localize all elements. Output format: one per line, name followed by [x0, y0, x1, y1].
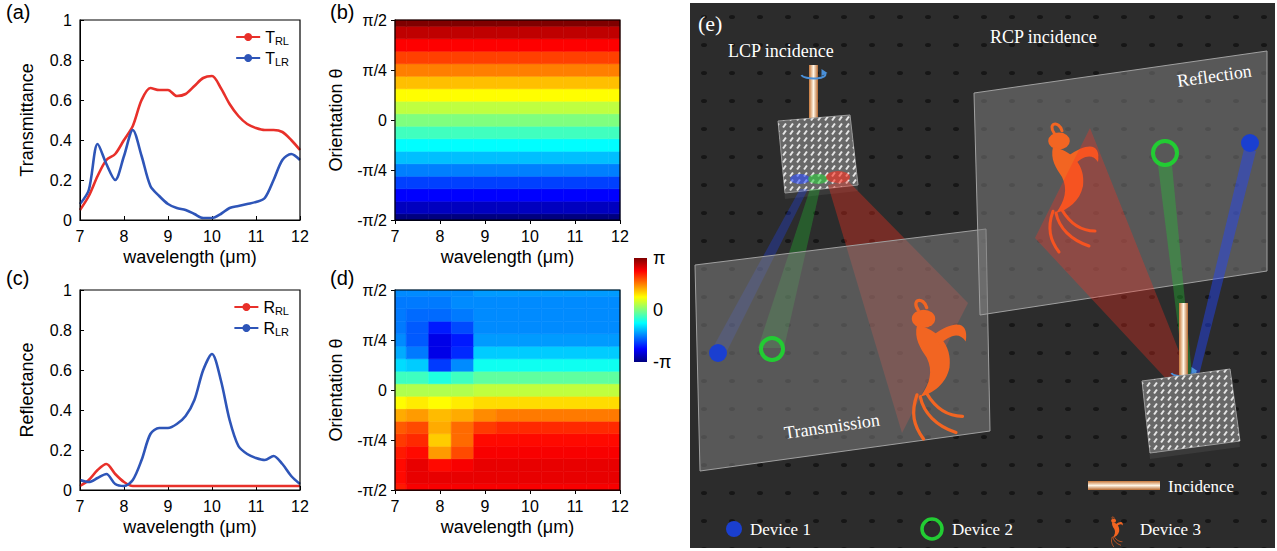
svg-text:RL: RL [275, 305, 289, 317]
svg-text:wavelength (μm): wavelength (μm) [122, 517, 256, 537]
svg-text:7: 7 [76, 498, 85, 515]
svg-text:-π: -π [653, 352, 671, 372]
svg-text:(c): (c) [6, 267, 29, 289]
svg-text:0.8: 0.8 [50, 322, 72, 339]
svg-text:(d): (d) [330, 267, 354, 289]
svg-text:π/4: π/4 [363, 332, 387, 349]
svg-text:wavelength (μm): wavelength (μm) [440, 247, 574, 267]
svg-text:0.2: 0.2 [50, 442, 72, 459]
svg-text:Incidence: Incidence [1168, 477, 1234, 496]
svg-text:1: 1 [63, 282, 72, 299]
svg-text:0: 0 [378, 112, 387, 129]
svg-text:11: 11 [248, 498, 265, 515]
svg-text:0.2: 0.2 [50, 172, 72, 189]
svg-text:Orientation θ: Orientation θ [326, 68, 346, 171]
svg-text:Reflectance: Reflectance [17, 342, 37, 437]
svg-text:0: 0 [653, 300, 663, 320]
svg-text:11: 11 [567, 498, 584, 515]
svg-text:8: 8 [436, 498, 445, 515]
svg-text:9: 9 [481, 228, 490, 245]
svg-text:(b): (b) [330, 1, 354, 23]
svg-text:10: 10 [521, 228, 539, 245]
svg-text:12: 12 [611, 228, 629, 245]
svg-text:9: 9 [481, 498, 490, 515]
svg-text:9: 9 [164, 228, 173, 245]
svg-text:0: 0 [63, 482, 72, 499]
svg-text:-π/2: -π/2 [357, 212, 387, 229]
svg-text:0.8: 0.8 [50, 52, 72, 69]
svg-text:8: 8 [436, 228, 445, 245]
svg-text:Orientation θ: Orientation θ [326, 338, 346, 441]
svg-text:8: 8 [120, 228, 129, 245]
svg-text:LR: LR [275, 326, 289, 338]
svg-text:0.6: 0.6 [50, 92, 72, 109]
svg-text:T: T [265, 50, 275, 67]
svg-text:9: 9 [164, 498, 173, 515]
svg-text:12: 12 [291, 228, 309, 245]
svg-text:T: T [265, 29, 275, 46]
svg-text:1: 1 [63, 12, 72, 29]
svg-text:8: 8 [120, 498, 129, 515]
svg-text:wavelength (μm): wavelength (μm) [440, 517, 574, 537]
svg-text:-π/4: -π/4 [357, 162, 387, 179]
svg-text:Device 2: Device 2 [952, 520, 1013, 539]
svg-text:R: R [263, 320, 275, 337]
svg-text:0: 0 [378, 382, 387, 399]
svg-text:11: 11 [248, 228, 265, 245]
svg-text:π/2: π/2 [363, 282, 387, 299]
svg-text:12: 12 [611, 498, 629, 515]
svg-text:10: 10 [521, 498, 539, 515]
svg-text:7: 7 [391, 228, 400, 245]
svg-text:12: 12 [291, 498, 309, 515]
svg-text:π: π [653, 248, 665, 268]
svg-text:Device 3: Device 3 [1140, 520, 1201, 539]
svg-text:-π/2: -π/2 [357, 482, 387, 499]
svg-text:0: 0 [63, 212, 72, 229]
svg-text:11: 11 [567, 228, 584, 245]
svg-text:-π/4: -π/4 [357, 432, 387, 449]
svg-text:RCP incidence: RCP incidence [990, 27, 1097, 47]
svg-text:Reflection: Reflection [1176, 61, 1253, 91]
svg-text:Transmission: Transmission [783, 410, 881, 443]
svg-text:π/4: π/4 [363, 62, 387, 79]
svg-text:wavelength (μm): wavelength (μm) [122, 247, 256, 267]
svg-text:0.6: 0.6 [50, 362, 72, 379]
svg-text:LR: LR [275, 56, 289, 68]
svg-text:LCP incidence: LCP incidence [728, 41, 834, 61]
svg-text:(a): (a) [6, 1, 30, 23]
svg-text:10: 10 [203, 498, 221, 515]
svg-text:10: 10 [203, 228, 221, 245]
svg-text:0.4: 0.4 [50, 132, 72, 149]
svg-text:7: 7 [391, 498, 400, 515]
svg-text:R: R [263, 299, 275, 316]
svg-text:7: 7 [76, 228, 85, 245]
svg-text:Device 1: Device 1 [750, 520, 811, 539]
svg-text:π/2: π/2 [363, 12, 387, 29]
svg-text:(e): (e) [698, 11, 722, 36]
svg-text:Transmittance: Transmittance [17, 63, 37, 176]
svg-text:RL: RL [275, 35, 289, 47]
svg-text:0.4: 0.4 [50, 402, 72, 419]
